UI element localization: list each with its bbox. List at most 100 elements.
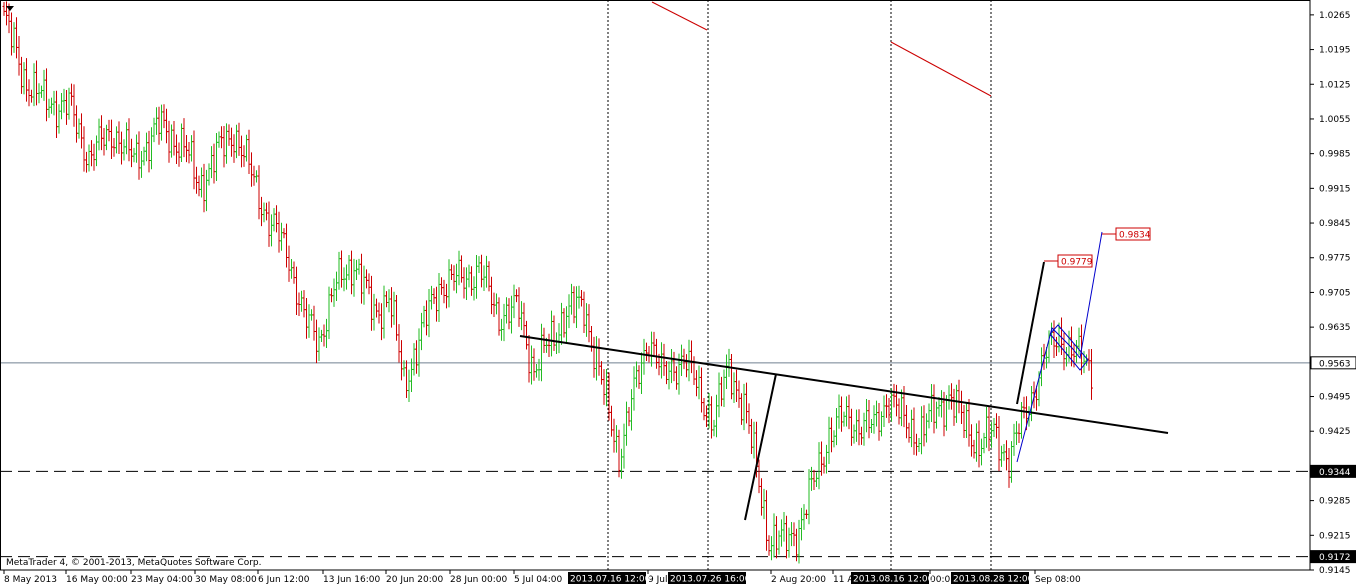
ohlc-bar <box>715 394 718 438</box>
ohlc-bar <box>587 304 591 343</box>
ohlc-bar <box>917 438 921 453</box>
ohlc-bar <box>862 412 866 446</box>
ohlc-bar <box>380 303 383 341</box>
ohlc-bar <box>237 122 241 156</box>
ohlc-bar <box>890 388 893 422</box>
red-trend-segment[interactable] <box>890 41 992 97</box>
ohlc-bar <box>260 196 263 227</box>
ohlc-bar <box>312 305 316 341</box>
ohlc-bar <box>892 383 896 408</box>
ohlc-bar <box>30 89 33 103</box>
ohlc-bar <box>960 390 963 424</box>
ohlc-bar <box>477 256 481 274</box>
ohlc-bar <box>387 289 391 313</box>
ohlc-bar <box>762 488 766 520</box>
ohlc-bar <box>595 336 598 381</box>
ohlc-bar <box>592 336 596 378</box>
ohlc-bar <box>115 126 118 154</box>
x-tick-label: 11 A <box>833 575 854 585</box>
ohlc-bar <box>242 145 246 167</box>
badge-text: 0.9563 <box>1319 359 1351 369</box>
y-tick-label: 1.0265 <box>1319 11 1351 21</box>
trendline[interactable] <box>519 335 1169 434</box>
ohlc-bar <box>182 118 186 158</box>
ohlc-bar <box>827 416 831 464</box>
ohlc-bar <box>685 354 688 378</box>
ohlc-bar <box>712 419 716 437</box>
ohlc-bar <box>12 22 16 53</box>
ohlc-bar <box>287 245 291 282</box>
ohlc-bar <box>767 535 771 556</box>
ohlc-bar <box>307 304 311 338</box>
y-tick-label: 0.9775 <box>1319 254 1351 264</box>
ohlc-bar <box>750 418 753 454</box>
ohlc-bar <box>280 222 283 251</box>
ohlc-bar <box>225 123 228 164</box>
ohlc-bar <box>360 253 363 304</box>
ohlc-bar <box>22 62 26 95</box>
copyright-text: MetaTrader 4, © 2001-2013, MetaQuotes So… <box>6 558 262 568</box>
ohlc-bar <box>167 120 171 163</box>
highlight-text: 2013.07.16 12:00 <box>570 575 651 585</box>
y-tick-label: 0.9985 <box>1319 150 1351 160</box>
price-label[interactable]: 0.9834 <box>1102 227 1151 241</box>
measure-line[interactable] <box>1016 261 1045 405</box>
ohlc-bar <box>302 290 306 318</box>
y-tick-label: 0.9425 <box>1319 427 1351 437</box>
price-label[interactable]: 0.9779 <box>1044 254 1093 268</box>
ohlc-bar <box>512 284 516 319</box>
ohlc-bar <box>250 152 253 187</box>
ohlc-bar <box>247 129 251 174</box>
ohlc-bar <box>820 441 823 476</box>
ohlc-bar <box>552 315 556 352</box>
y-tick-label: 1.0195 <box>1319 46 1351 56</box>
flag-channel[interactable] <box>1049 324 1089 371</box>
ohlc-bar <box>160 104 163 141</box>
chart-menu-triangle-icon[interactable] <box>6 6 14 11</box>
ohlc-bar <box>257 165 261 220</box>
ohlc-bar <box>107 119 111 142</box>
ohlc-bar <box>362 265 366 305</box>
ohlc-bar <box>717 372 721 418</box>
price-label-text: 0.9834 <box>1119 231 1151 241</box>
ohlc-bar <box>52 90 56 116</box>
ohlc-bar <box>522 302 526 336</box>
ohlc-bar <box>472 276 476 301</box>
ohlc-bar <box>972 439 976 459</box>
ohlc-bar <box>882 395 886 427</box>
ohlc-bar <box>122 139 126 161</box>
ohlc-bar <box>975 423 978 462</box>
ohlc-bar <box>947 385 951 410</box>
ohlc-bar <box>532 348 536 381</box>
ohlc-bar <box>80 113 83 149</box>
ohlc-bar <box>1075 340 1078 363</box>
ohlc-bar <box>410 358 413 393</box>
ohlc-bar <box>75 105 78 143</box>
badge-box <box>1310 356 1356 370</box>
ohlc-bar <box>630 389 633 431</box>
x-tick-label: 8 May 2013 <box>4 575 57 585</box>
ohlc-bar <box>70 83 73 106</box>
current-price-badge: 0.9563 <box>1310 356 1356 370</box>
ohlc-bar <box>77 118 81 139</box>
x-tick-label: 30 May 08:00 <box>195 575 257 585</box>
ohlc-bar <box>475 254 478 299</box>
ohlc-bar <box>57 104 61 134</box>
ohlc-bar <box>105 124 108 151</box>
ohlc-bar <box>150 127 153 170</box>
ohlc-bar <box>517 287 521 327</box>
ohlc-bar <box>887 397 891 424</box>
red-trend-segment[interactable] <box>651 1 708 31</box>
drawing-objects[interactable]: 0.9779 0.9834 <box>519 1 1169 521</box>
ohlc-bar <box>915 433 918 456</box>
blue-projection-line[interactable] <box>1016 231 1103 463</box>
ohlc-bar <box>922 405 926 447</box>
ohlc-bar <box>382 285 386 339</box>
measure-line[interactable] <box>744 373 777 521</box>
ohlc-bar <box>800 507 803 541</box>
ohlc-bar <box>832 430 836 448</box>
ohlc-bar <box>865 398 868 433</box>
ohlc-bar <box>185 135 188 163</box>
ohlc-bar <box>980 438 983 466</box>
